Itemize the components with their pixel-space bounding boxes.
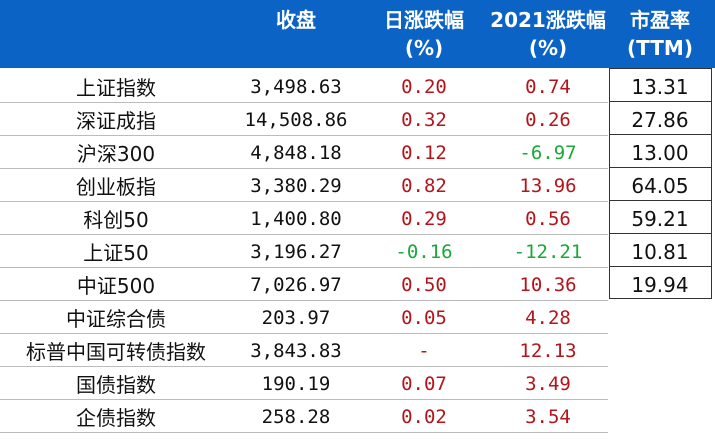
cell-pe: 13.31 — [631, 74, 689, 99]
cell-close: 190.19 — [261, 372, 331, 395]
row-divider — [0, 333, 608, 334]
header-daily-change-unit: (%) — [404, 36, 444, 60]
table-row: 深证成指 14,508.86 0.32 0.26 27.86 — [0, 103, 715, 136]
cell-ytd: 0.74 — [525, 75, 571, 98]
cell-pe: 27.86 — [631, 107, 689, 132]
cell-ytd: -6.97 — [519, 141, 577, 164]
table-row: 国债指数 190.19 0.07 3.49 — [0, 367, 715, 400]
cell-pe — [608, 400, 712, 433]
cell-ytd: 4.28 — [525, 306, 571, 329]
cell-close: 1,400.80 — [250, 207, 342, 230]
cell-pe: 13.00 — [631, 140, 689, 165]
cell-name: 企债指数 — [76, 406, 156, 430]
cell-close: 3,380.29 — [250, 174, 342, 197]
pe-column-border — [609, 68, 712, 299]
table-row: 标普中国可转债指数 3,843.83 - 12.13 — [0, 334, 715, 367]
row-divider — [0, 399, 608, 400]
header-pe-unit: (TTM) — [627, 36, 693, 60]
cell-daily: 0.20 — [401, 75, 447, 98]
row-divider — [0, 267, 608, 268]
pe-row-divider — [609, 134, 712, 135]
table-row: 沪深300 4,848.18 0.12 -6.97 13.00 — [0, 136, 715, 169]
cell-close: 3,843.83 — [250, 339, 342, 362]
cell-daily: 0.50 — [401, 273, 447, 296]
cell-name: 深证成指 — [76, 109, 156, 133]
cell-close: 258.28 — [261, 405, 331, 428]
header-ytd-change-label: 2021涨跌幅 — [490, 8, 606, 32]
cell-close: 14,508.86 — [244, 108, 348, 131]
cell-daily: 0.02 — [401, 405, 447, 428]
row-divider — [0, 366, 608, 367]
row-divider — [0, 300, 608, 301]
cell-name: 标普中国可转债指数 — [26, 340, 206, 364]
cell-name: 上证50 — [83, 241, 149, 265]
cell-daily: 0.07 — [401, 372, 447, 395]
cell-close: 3,196.27 — [250, 240, 342, 263]
table-header: 收盘 . 日涨跌幅 (%) 2021涨跌幅 (%) 市盈率 (TTM) — [0, 0, 715, 68]
row-divider — [0, 168, 608, 169]
cell-pe — [608, 301, 712, 334]
table-row: 中证综合债 203.97 0.05 4.28 — [0, 301, 715, 334]
cell-name: 创业板指 — [76, 175, 156, 199]
cell-name: 上证指数 — [76, 76, 156, 100]
cell-daily: -0.16 — [395, 240, 453, 263]
cell-daily: 0.05 — [401, 306, 447, 329]
cell-pe: 19.94 — [631, 272, 689, 297]
row-divider — [0, 432, 608, 433]
cell-name: 沪深300 — [76, 142, 156, 166]
row-divider — [0, 102, 608, 103]
cell-name: 中证综合债 — [66, 307, 166, 331]
cell-name: 国债指数 — [76, 373, 156, 397]
cell-name: 科创50 — [83, 208, 149, 232]
cell-ytd: 0.56 — [525, 207, 571, 230]
header-close-label: 收盘 — [276, 8, 316, 32]
row-divider — [0, 201, 608, 202]
cell-ytd: 3.49 — [525, 372, 571, 395]
cell-pe — [608, 367, 712, 400]
cell-daily: 0.29 — [401, 207, 447, 230]
pe-row-divider — [609, 101, 712, 102]
cell-ytd: 3.54 — [525, 405, 571, 428]
row-divider — [0, 135, 608, 136]
pe-row-divider — [609, 200, 712, 201]
header-pe: 市盈率 (TTM) — [608, 4, 712, 64]
cell-daily: - — [418, 339, 430, 362]
cell-close: 203.97 — [261, 306, 331, 329]
header-ytd-change-unit: (%) — [528, 36, 568, 60]
cell-daily: 0.12 — [401, 141, 447, 164]
cell-ytd: 10.36 — [519, 273, 577, 296]
header-close: 收盘 . — [232, 4, 360, 64]
cell-ytd: -12.21 — [513, 240, 583, 263]
row-divider — [0, 234, 608, 235]
cell-pe — [608, 334, 712, 367]
pe-row-divider — [609, 233, 712, 234]
cell-name: 中证500 — [76, 274, 156, 298]
cell-ytd: 0.26 — [525, 108, 571, 131]
table-row: 上证指数 3,498.63 0.20 0.74 13.31 — [0, 70, 715, 103]
table-row: 创业板指 3,380.29 0.82 13.96 64.05 — [0, 169, 715, 202]
table-row: 中证500 7,026.97 0.50 10.36 19.94 — [0, 268, 715, 301]
cell-close: 4,848.18 — [250, 141, 342, 164]
cell-pe: 10.81 — [631, 239, 689, 264]
table-row: 企债指数 258.28 0.02 3.54 — [0, 400, 715, 433]
header-daily-change: 日涨跌幅 (%) — [360, 4, 488, 64]
cell-pe: 64.05 — [631, 173, 689, 198]
cell-ytd: 13.96 — [519, 174, 577, 197]
table-row: 科创50 1,400.80 0.29 0.56 59.21 — [0, 202, 715, 235]
cell-pe: 59.21 — [631, 206, 689, 231]
table-row: 上证50 3,196.27 -0.16 -12.21 10.81 — [0, 235, 715, 268]
cell-close: 3,498.63 — [250, 75, 342, 98]
cell-close: 7,026.97 — [250, 273, 342, 296]
header-daily-change-label: 日涨跌幅 — [384, 8, 464, 32]
cell-daily: 0.32 — [401, 108, 447, 131]
cell-ytd: 12.13 — [519, 339, 577, 362]
header-ytd-change: 2021涨跌幅 (%) — [488, 4, 608, 64]
header-pe-label: 市盈率 — [630, 8, 690, 32]
cell-daily: 0.82 — [401, 174, 447, 197]
pe-row-divider — [609, 167, 712, 168]
pe-row-divider — [609, 266, 712, 267]
